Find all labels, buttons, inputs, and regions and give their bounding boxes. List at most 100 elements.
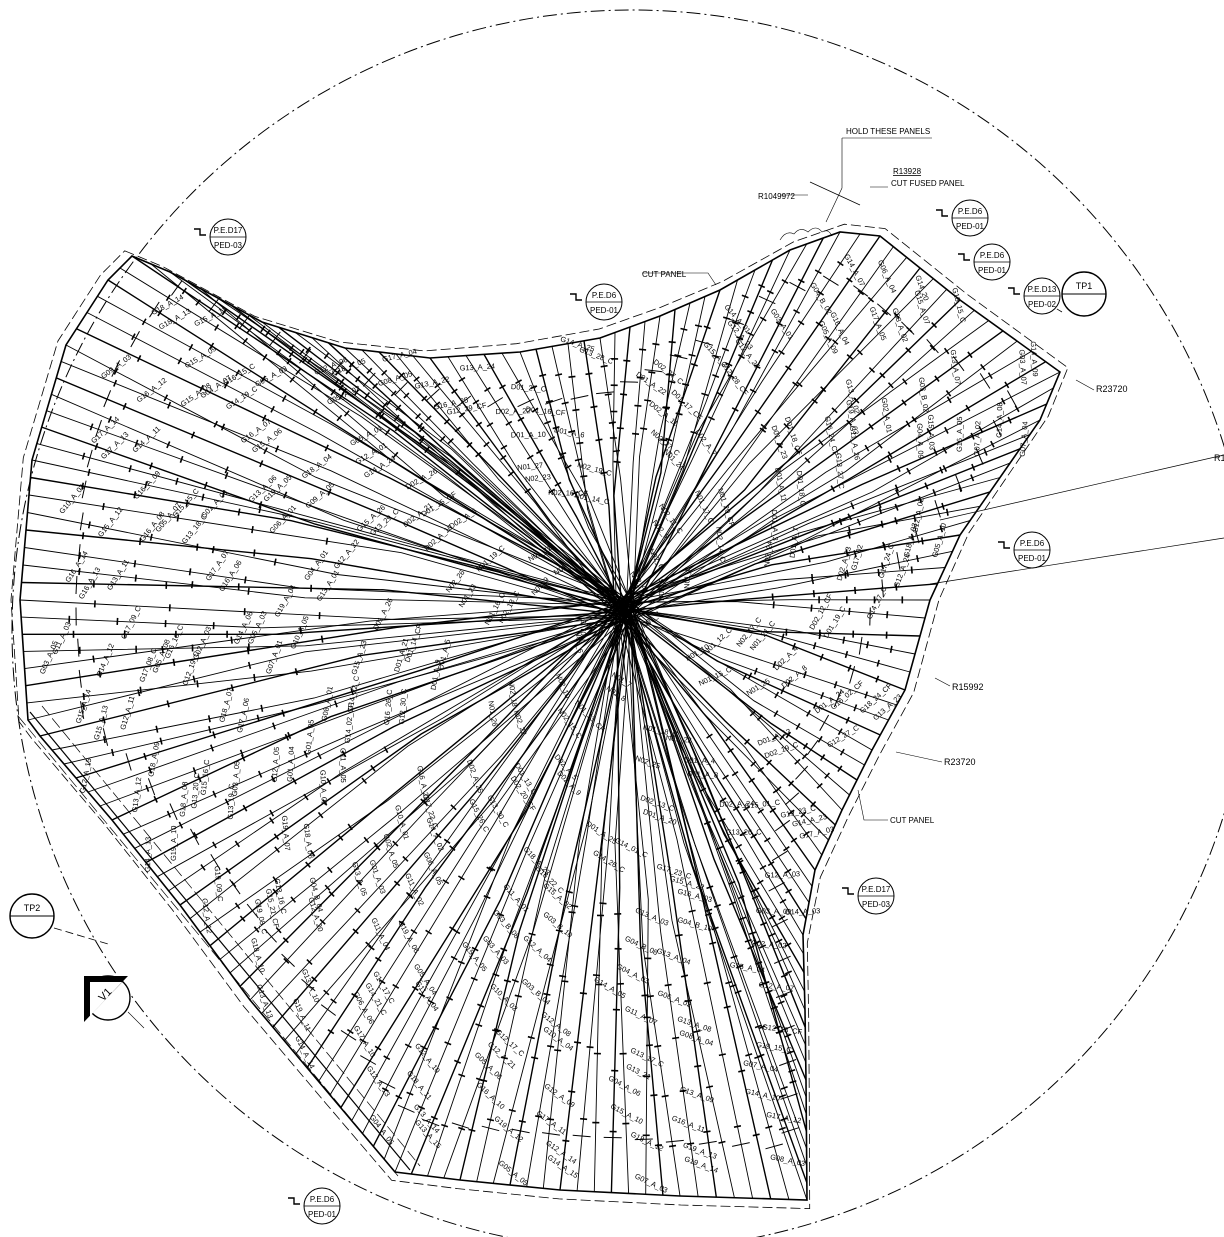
ring-break bbox=[77, 638, 80, 657]
seam-tick bbox=[958, 484, 962, 493]
seam-tick bbox=[230, 880, 237, 888]
seam-tick bbox=[929, 344, 936, 351]
seam-tick bbox=[527, 1035, 535, 1040]
seam-tick bbox=[354, 907, 361, 914]
seam-tick bbox=[690, 362, 698, 367]
panel-seam bbox=[351, 610, 630, 1121]
panel-seam bbox=[633, 320, 989, 613]
seam-tick bbox=[188, 343, 194, 351]
seam-tick bbox=[776, 442, 783, 449]
seam-tick bbox=[931, 322, 938, 329]
ring-break bbox=[397, 1104, 415, 1113]
seam-tick bbox=[790, 837, 798, 843]
seam-tick bbox=[901, 399, 907, 406]
ring-break bbox=[169, 803, 178, 821]
seam-tick bbox=[199, 384, 204, 392]
panel-seam bbox=[327, 342, 626, 610]
seam-tick bbox=[410, 929, 418, 935]
seam-tick bbox=[780, 973, 788, 978]
panel-seam bbox=[340, 616, 624, 1109]
seam-tick bbox=[334, 700, 338, 708]
panel-seam bbox=[614, 249, 791, 620]
seam-tick bbox=[347, 823, 353, 831]
panel-seam bbox=[624, 279, 738, 610]
panel-seam bbox=[27, 614, 627, 721]
seam-tick bbox=[253, 549, 256, 557]
seam-tick bbox=[722, 316, 731, 320]
panel-label: G13_27_C bbox=[834, 453, 846, 490]
panel-label: G19_A_10 bbox=[169, 826, 178, 861]
panel-seam bbox=[618, 615, 649, 1195]
seam-tick bbox=[544, 420, 552, 425]
ring-break bbox=[833, 690, 842, 708]
panel-seam bbox=[261, 321, 634, 606]
panel-seam bbox=[599, 337, 635, 615]
seam-tick bbox=[539, 373, 547, 377]
panel-seam bbox=[97, 295, 634, 606]
seam-tick bbox=[889, 645, 893, 653]
seam-tick bbox=[632, 432, 640, 435]
seam-tick bbox=[648, 371, 656, 374]
seam-tick bbox=[257, 770, 263, 778]
panel-seam bbox=[620, 609, 808, 1166]
seam-tick bbox=[781, 633, 785, 641]
seam-tick bbox=[713, 903, 721, 908]
seam-tick bbox=[777, 1000, 785, 1005]
panel-seam bbox=[617, 612, 754, 1199]
seam-tick bbox=[165, 294, 171, 302]
ring-break bbox=[545, 397, 563, 405]
panel-label: G13_21 bbox=[625, 1062, 653, 1082]
panel-label: D01_18_C bbox=[795, 470, 808, 507]
seam-tick bbox=[703, 820, 711, 825]
point-markers: TP1 TP2 V1 bbox=[9, 271, 1107, 1029]
seam-tick bbox=[848, 526, 851, 534]
seam-tick bbox=[404, 1043, 412, 1049]
panel-label: G14_A_09 bbox=[1029, 341, 1040, 377]
seam-tick bbox=[572, 408, 580, 412]
seam-tick bbox=[207, 715, 211, 723]
seam-tick bbox=[310, 383, 316, 391]
seam-tick bbox=[694, 1064, 702, 1068]
seam-tick bbox=[546, 963, 554, 967]
seam-tick bbox=[750, 833, 758, 839]
panel-label: N02_23 bbox=[525, 472, 552, 484]
ring-break bbox=[281, 953, 295, 967]
panel-label: G06_A_01 bbox=[267, 503, 298, 535]
panel-seam bbox=[25, 529, 619, 613]
seam-tick bbox=[366, 367, 373, 374]
ring-break bbox=[781, 1127, 799, 1134]
panel-label: G03_A_09 bbox=[756, 906, 792, 916]
seam-tick bbox=[270, 775, 276, 783]
panel-seam bbox=[621, 610, 808, 1201]
panel-seam bbox=[631, 505, 981, 621]
seam-tick bbox=[970, 474, 975, 482]
seam-tick bbox=[703, 325, 711, 330]
seam-tick bbox=[235, 313, 242, 321]
seam-tick bbox=[725, 362, 733, 367]
svg-text:P.E.D17: P.E.D17 bbox=[862, 885, 891, 894]
seam-tick bbox=[244, 576, 247, 584]
cut-panel-right-label: CUT PANEL bbox=[890, 816, 935, 825]
panel-seam bbox=[394, 611, 633, 1173]
panel-seam bbox=[168, 604, 627, 892]
ring-break bbox=[819, 714, 830, 731]
seam-tick bbox=[263, 447, 268, 455]
seam-tick bbox=[191, 581, 194, 589]
seam-tick bbox=[641, 994, 649, 997]
seam-tick bbox=[223, 381, 229, 389]
ring-break bbox=[208, 297, 220, 313]
seam-tick bbox=[724, 837, 732, 843]
panel-seam bbox=[22, 611, 621, 635]
seam-tick bbox=[864, 444, 870, 452]
seam-tick bbox=[864, 691, 869, 699]
panel-label: G19_A_07 bbox=[280, 815, 292, 851]
ring-break bbox=[456, 395, 472, 408]
svg-text:PED-01: PED-01 bbox=[956, 222, 985, 231]
panel-seam bbox=[617, 433, 1031, 611]
seam-tick bbox=[224, 798, 230, 806]
seam-tick bbox=[261, 414, 267, 422]
seam-tick bbox=[747, 945, 755, 950]
seam-tick bbox=[284, 733, 290, 741]
seam-tick bbox=[353, 389, 360, 396]
seam-tick bbox=[846, 419, 853, 426]
